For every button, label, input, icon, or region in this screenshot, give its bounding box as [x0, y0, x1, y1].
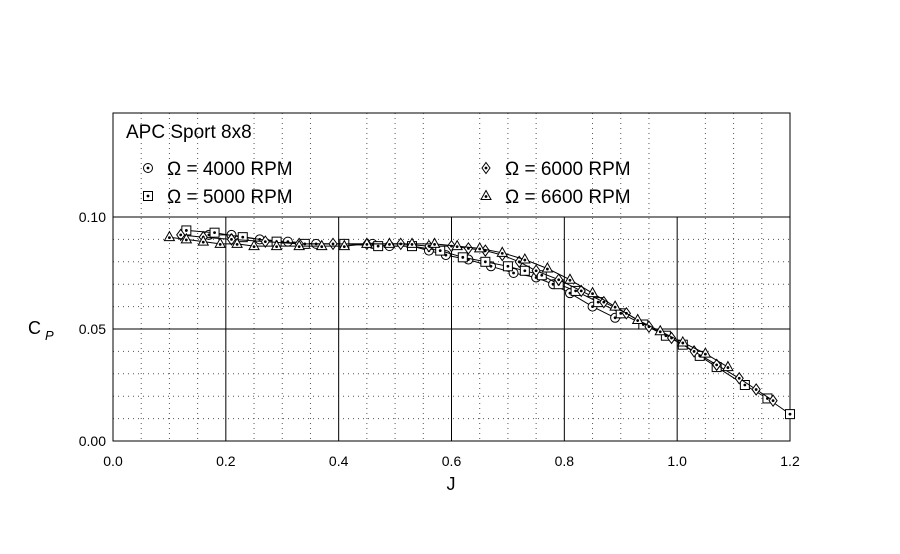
legend-entry: Ω = 6000 RPM — [481, 159, 631, 180]
legend-marker — [143, 191, 153, 201]
data-point — [180, 232, 193, 244]
data-point — [734, 371, 744, 385]
data-point — [599, 295, 609, 309]
legend-entry: Ω = 5000 RPM — [143, 187, 293, 208]
data-point — [518, 253, 531, 264]
data-point — [270, 239, 283, 251]
legend-marker — [143, 163, 153, 173]
data-point — [609, 300, 621, 311]
data-point — [383, 237, 396, 248]
data-point — [361, 237, 373, 248]
data-point — [373, 241, 384, 252]
data-point — [463, 242, 474, 255]
plot-frame — [112, 112, 791, 442]
data-point — [315, 239, 328, 251]
series-4 — [163, 230, 734, 372]
legend-label: Ω = 5000 RPM — [167, 187, 293, 208]
x-tick-label: 0.2 — [216, 453, 236, 469]
y-axis-label: C — [28, 318, 41, 338]
data-point — [406, 237, 418, 248]
chart-title: APC Sport 8x8 — [126, 122, 252, 143]
data-point — [644, 320, 654, 334]
data-point — [519, 265, 530, 276]
data-point — [676, 335, 689, 347]
legend-label: Ω = 6600 RPM — [505, 187, 631, 208]
data-point — [214, 237, 227, 248]
data-point — [654, 324, 667, 336]
x-tick-label: 1.2 — [780, 453, 800, 469]
data-point — [248, 239, 260, 251]
legend: Ω = 4000 RPM Ω = 5000 RPM Ω = 6000 RPM Ω = … — [143, 159, 631, 208]
data-point — [722, 360, 734, 372]
data-point — [541, 261, 554, 273]
data-point — [209, 227, 220, 238]
legend-entry: Ω = 6600 RPM — [480, 187, 631, 208]
x-tick-label: 0.4 — [329, 453, 349, 469]
y-axis-label-subscript: P — [45, 328, 54, 343]
data-point — [768, 394, 778, 408]
series-3 — [176, 228, 778, 408]
data-point — [428, 237, 441, 248]
legend-entry: Ω = 4000 RPM — [143, 159, 293, 180]
data-point — [293, 239, 306, 251]
data-point — [176, 228, 186, 242]
data-point — [785, 409, 795, 420]
y-tick-labels: 0.00 0.05 0.10 — [79, 209, 106, 449]
data-point — [451, 239, 463, 251]
data-point — [496, 246, 509, 257]
data-point — [751, 383, 761, 396]
x-axis-label: J — [447, 474, 456, 494]
data-point — [197, 235, 210, 246]
data-point — [586, 286, 599, 298]
legend-label: Ω = 4000 RPM — [167, 159, 293, 180]
data-point — [666, 331, 677, 345]
data-point — [282, 236, 293, 247]
series-2 — [181, 225, 795, 420]
data-point — [554, 273, 564, 287]
data-point — [226, 233, 237, 246]
data-point — [237, 232, 248, 243]
x-tick-label: 0.0 — [103, 453, 123, 469]
series-layer — [163, 225, 795, 420]
data-point — [231, 237, 243, 248]
data-point — [480, 256, 491, 267]
data-point — [338, 239, 351, 251]
legend-marker — [480, 189, 492, 200]
data-point — [699, 347, 712, 358]
y-tick-label: 0.10 — [79, 209, 106, 225]
y-tick-label: 0.05 — [79, 321, 106, 337]
x-tick-labels: 0.0 0.2 0.4 0.6 0.8 1.0 1.2 — [103, 453, 800, 469]
data-point — [502, 261, 513, 272]
data-point — [457, 252, 468, 263]
data-point — [631, 313, 644, 325]
data-point — [260, 235, 270, 248]
legend-label: Ω = 6000 RPM — [505, 159, 631, 180]
legend-marker — [481, 161, 491, 175]
y-tick-label: 0.00 — [79, 433, 106, 449]
data-point — [531, 264, 541, 278]
x-tick-label: 1.0 — [667, 453, 687, 469]
series-line — [180, 234, 774, 402]
x-tick-label: 0.6 — [442, 453, 462, 469]
x-tick-label: 0.8 — [555, 453, 575, 469]
data-point — [163, 230, 176, 242]
data-point — [328, 237, 338, 251]
data-point — [473, 241, 486, 253]
data-point — [564, 273, 576, 284]
